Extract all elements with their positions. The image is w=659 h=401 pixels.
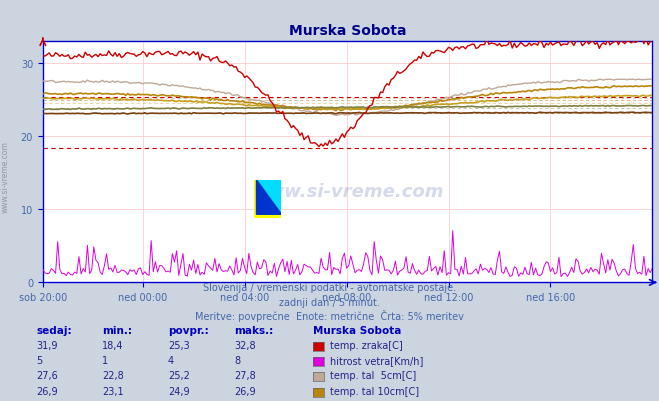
- Text: 23,1: 23,1: [102, 386, 124, 396]
- Text: maks.:: maks.:: [234, 325, 273, 335]
- Text: povpr.:: povpr.:: [168, 325, 209, 335]
- Text: Murska Sobota: Murska Sobota: [313, 325, 401, 335]
- Text: temp. zraka[C]: temp. zraka[C]: [330, 340, 403, 350]
- Text: zadnji dan / 5 minut.: zadnji dan / 5 minut.: [279, 297, 380, 307]
- Text: hitrost vetra[Km/h]: hitrost vetra[Km/h]: [330, 355, 424, 365]
- Text: 18,4: 18,4: [102, 340, 124, 350]
- Text: 24,9: 24,9: [168, 386, 190, 396]
- Text: 25,2: 25,2: [168, 371, 190, 381]
- Text: Slovenija / vremenski podatki - avtomatske postaje.: Slovenija / vremenski podatki - avtomats…: [203, 283, 456, 293]
- Text: 4: 4: [168, 355, 174, 365]
- Text: temp. tal  5cm[C]: temp. tal 5cm[C]: [330, 371, 416, 381]
- Text: 26,9: 26,9: [234, 386, 256, 396]
- Text: www.si-vreme.com: www.si-vreme.com: [251, 182, 444, 200]
- Text: Meritve: povprečne  Enote: metrične  Črta: 5% meritev: Meritve: povprečne Enote: metrične Črta:…: [195, 309, 464, 321]
- Text: min.:: min.:: [102, 325, 132, 335]
- Text: 8: 8: [234, 355, 240, 365]
- Text: 25,3: 25,3: [168, 340, 190, 350]
- Text: 22,8: 22,8: [102, 371, 124, 381]
- Text: 27,6: 27,6: [36, 371, 58, 381]
- Text: 1: 1: [102, 355, 108, 365]
- Text: temp. tal 10cm[C]: temp. tal 10cm[C]: [330, 386, 419, 396]
- Title: Murska Sobota: Murska Sobota: [289, 24, 407, 38]
- Text: 5: 5: [36, 355, 42, 365]
- Text: sedaj:: sedaj:: [36, 325, 72, 335]
- Text: 26,9: 26,9: [36, 386, 58, 396]
- Polygon shape: [256, 180, 281, 215]
- Text: 27,8: 27,8: [234, 371, 256, 381]
- Polygon shape: [256, 180, 281, 215]
- Text: 31,9: 31,9: [36, 340, 58, 350]
- Text: 32,8: 32,8: [234, 340, 256, 350]
- Text: www.si-vreme.com: www.si-vreme.com: [1, 141, 10, 212]
